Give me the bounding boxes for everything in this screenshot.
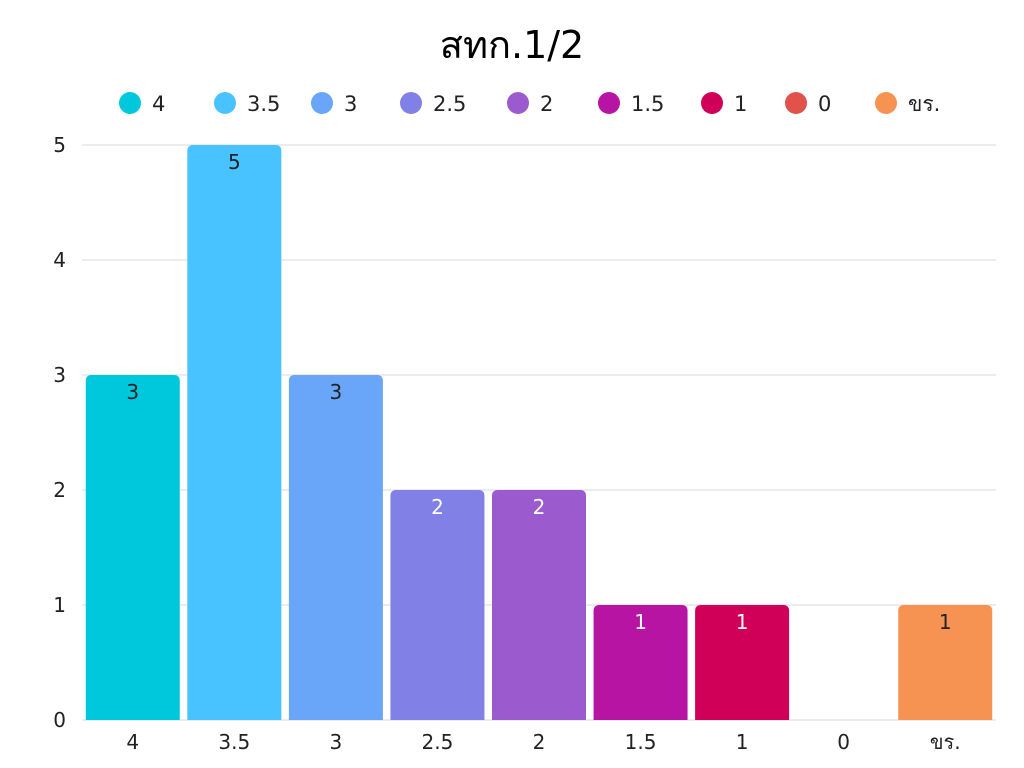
legend-marker-1 <box>214 92 236 114</box>
data-label-5: 1 <box>634 610 647 634</box>
x-tick-label-7: 0 <box>837 730 850 754</box>
legend-label-0: 4 <box>152 92 165 116</box>
x-tick-label-3: 2.5 <box>422 730 454 754</box>
legend-label-6: 1 <box>734 92 747 116</box>
x-tick-label-8: ขร. <box>930 730 961 754</box>
bar-8 <box>898 605 993 720</box>
legend-marker-6 <box>701 92 723 114</box>
bar-1 <box>187 145 282 720</box>
legend-marker-3 <box>400 92 422 114</box>
data-label-6: 1 <box>736 610 749 634</box>
data-label-4: 2 <box>533 495 546 519</box>
legend-label-7: 0 <box>818 92 831 116</box>
x-tick-label-1: 3.5 <box>218 730 250 754</box>
legend-label-5: 1.5 <box>631 92 664 116</box>
bar-4 <box>492 490 586 720</box>
y-tick-label-4: 4 <box>53 248 66 272</box>
chart-title: สทก.1/2 <box>439 23 585 67</box>
legend-marker-2 <box>311 92 333 114</box>
legend-marker-4 <box>507 92 529 114</box>
legend-label-3: 2.5 <box>433 92 466 116</box>
x-tick-label-2: 3 <box>330 730 343 754</box>
data-label-2: 3 <box>330 380 343 404</box>
legend-marker-8 <box>875 92 897 114</box>
y-tick-label-5: 5 <box>53 133 66 157</box>
x-tick-label-4: 2 <box>533 730 546 754</box>
legend-marker-7 <box>785 92 807 114</box>
bar-6 <box>695 605 790 720</box>
x-tick-label-5: 1.5 <box>625 730 657 754</box>
data-label-8: 1 <box>939 610 952 634</box>
legend-label-2: 3 <box>344 92 357 116</box>
bar-0 <box>85 375 180 720</box>
x-tick-label-0: 4 <box>126 730 139 754</box>
data-label-3: 2 <box>431 495 444 519</box>
legend-label-4: 2 <box>540 92 553 116</box>
bar-3 <box>390 490 485 720</box>
data-label-0: 3 <box>126 380 139 404</box>
legend-label-8: ขร. <box>908 92 940 116</box>
y-tick-label-0: 0 <box>53 708 66 732</box>
bar-5 <box>593 605 688 720</box>
bar-2 <box>288 375 383 720</box>
legend-marker-5 <box>598 92 620 114</box>
data-label-1: 5 <box>228 150 241 174</box>
y-tick-label-3: 3 <box>53 363 66 387</box>
y-tick-label-1: 1 <box>53 593 66 617</box>
legend-label-1: 3.5 <box>247 92 280 116</box>
y-tick-label-2: 2 <box>53 478 66 502</box>
x-tick-label-6: 1 <box>736 730 749 754</box>
legend-marker-0 <box>119 92 141 114</box>
